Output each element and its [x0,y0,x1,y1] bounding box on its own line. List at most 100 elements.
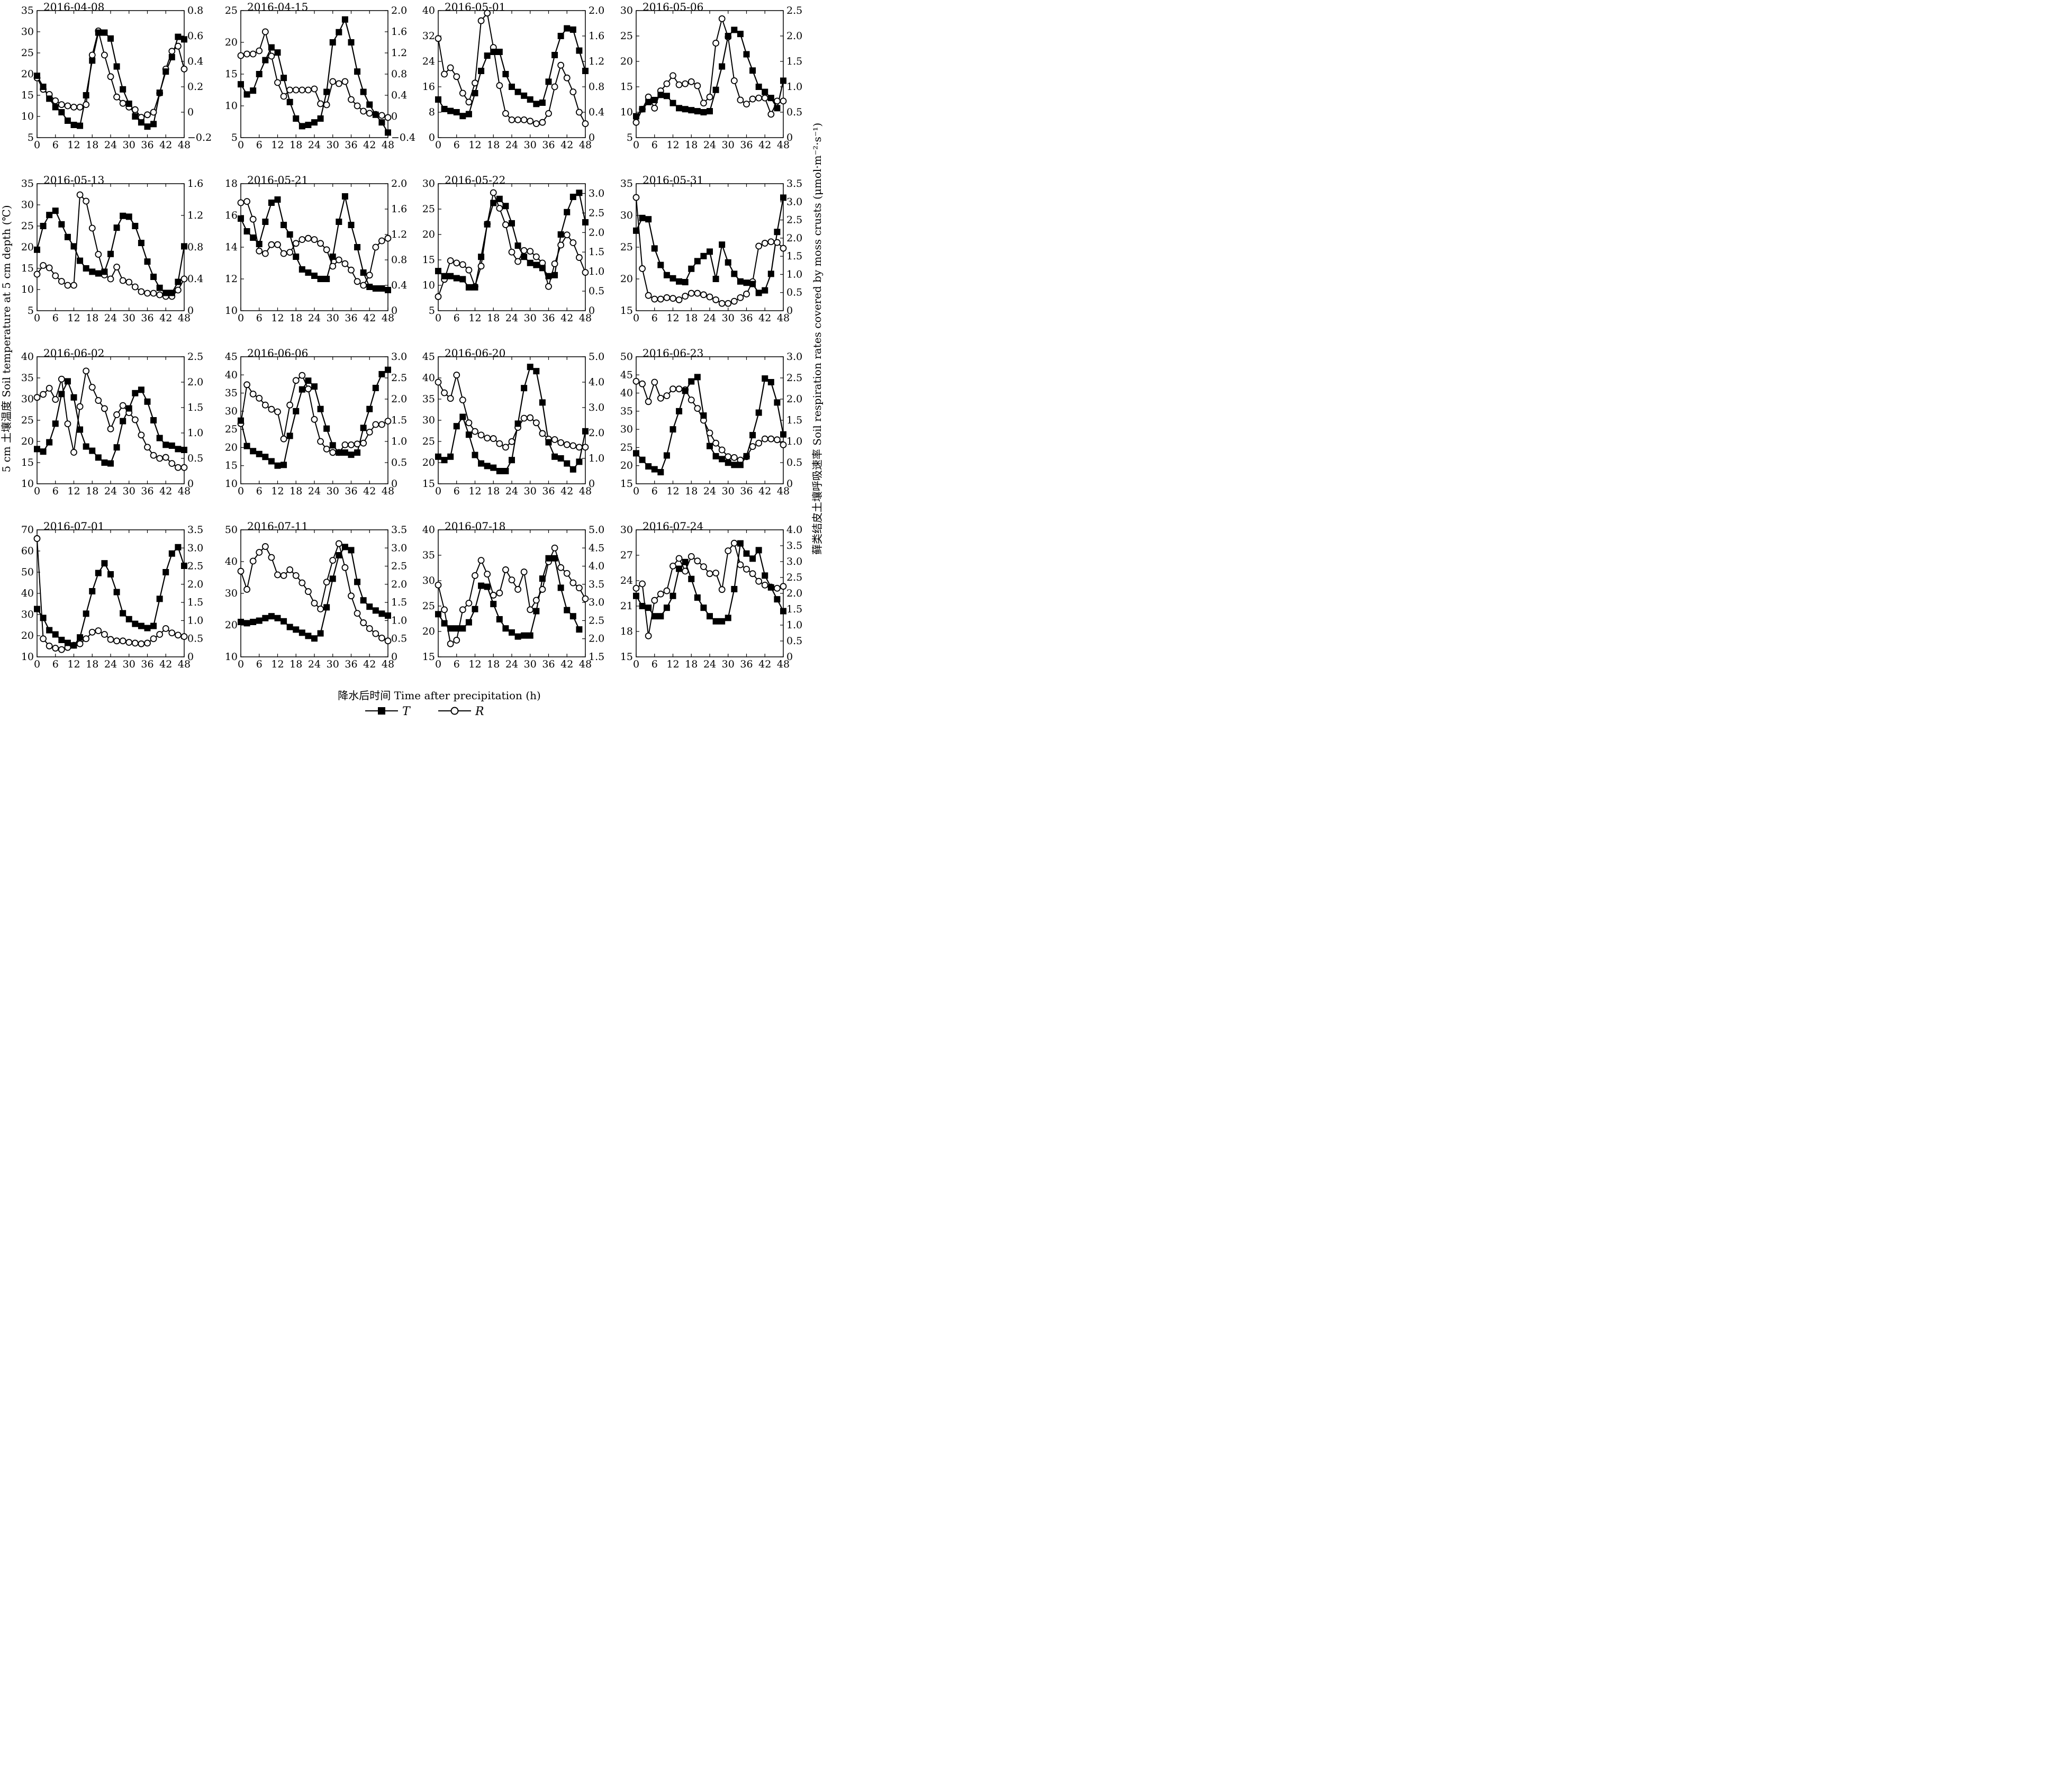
data-point-T [323,88,330,95]
chart-panel: 0 6 12 18 24 30 36 42 48510152025303500.40.81.21… [21,174,203,324]
data-point-R [435,581,442,589]
data-point-T [712,618,719,625]
x-tick-label: 24 [703,485,716,497]
y-left-tick-label: 30 [620,423,633,435]
data-point-T [731,462,738,468]
data-point-T [490,601,497,608]
data-point-R [761,240,768,247]
data-point-R [706,429,713,437]
y-right-tick-label: 0 [589,132,595,143]
data-point-R [305,385,312,393]
y-left-tick-label: 24 [620,575,633,586]
data-point-R [144,639,151,647]
y-right-tick-label: 2.5 [786,214,802,226]
data-point-R [663,587,671,594]
y-right-tick-label: 0.5 [391,457,407,468]
data-point-T [268,44,275,51]
legend: T R [365,705,484,716]
data-point-T [509,457,515,464]
data-point-T [569,193,576,200]
y-right-tick-label: 1.0 [589,453,604,464]
data-point-T [125,213,132,220]
data-point-T [83,265,89,272]
data-point-R [101,51,108,59]
data-point-T [749,555,756,562]
data-point-R [682,567,689,575]
data-point-R [472,572,478,579]
data-point-T [274,196,281,203]
data-point-T [144,625,151,631]
data-point-T [700,412,707,419]
x-tick-label: 0 [238,658,244,670]
data-point-R [256,395,263,402]
data-point-T [341,449,348,456]
y-left-tick-label: 35 [21,178,34,189]
y-left-tick-label: 15 [21,457,34,468]
data-point-T [484,52,491,59]
data-point-T [694,108,701,115]
x-axis-title: 降水后时间 Time after precipitation (h) [338,689,541,702]
data-point-T [366,405,373,412]
data-point-T [378,119,385,126]
y-right-tick-label: 2.0 [589,5,604,16]
data-point-T [657,261,664,268]
y-left-tick-label: 30 [21,26,34,38]
x-tick-label: 48 [382,139,394,151]
x-tick-label: 24 [505,485,518,497]
data-point-R [539,586,546,593]
y-left-tick-label: 35 [620,405,633,417]
x-tick-label: 48 [579,139,592,151]
x-tick-label: 42 [758,312,771,324]
y-right-tick-label: 2.5 [589,207,604,219]
data-point-T [70,122,77,128]
y-left-tick-label: 35 [225,387,238,399]
data-point-T [107,35,114,42]
y-right-tick-label: 1.5 [391,597,407,608]
data-point-T [329,442,336,449]
data-point-T [125,405,132,412]
y-right-tick-label: 3.0 [391,542,407,554]
y-left-tick-label: 10 [620,106,633,118]
y-right-tick-label: 4.5 [589,542,604,554]
data-point-R [712,40,719,47]
data-point-R [502,110,509,117]
x-tick-label: 30 [327,485,339,497]
data-point-T [669,426,676,433]
x-tick-label: 42 [363,312,376,324]
data-point-T [366,603,373,610]
y-right-tick-label: 1.5 [187,402,203,413]
data-point-R [532,120,540,128]
y-left-tick-label: 20 [620,273,633,285]
data-point-T [576,47,583,54]
y-right-tick-label: 1.2 [391,47,407,59]
data-point-T [484,463,491,469]
data-point-R [472,79,478,87]
data-point-T [156,284,163,291]
y-left-tick-label: 15 [422,478,435,490]
data-point-T [305,633,312,639]
data-point-R [576,444,583,451]
data-point-R [743,291,750,297]
data-point-T [168,443,175,449]
data-point-R [249,557,257,565]
data-point-T [175,278,182,285]
data-point-T [323,604,330,611]
data-point-R [682,80,689,87]
data-point-T [34,246,40,253]
data-point-T [533,261,540,268]
y-right-tick-label: 4.0 [786,524,802,536]
data-point-T [749,281,756,287]
x-tick-label: 0 [633,485,639,497]
data-point-R [508,116,515,123]
data-point-T [83,92,89,98]
x-tick-label: 24 [308,658,321,670]
data-point-T [490,49,497,55]
y-left-tick-label: 10 [21,651,34,663]
data-point-T [737,278,744,285]
data-point-R [441,70,448,78]
chart-panel: 0 6 12 18 24 30 36 42 48101520253035404500.51.01… [225,347,407,497]
data-point-T [663,272,670,278]
data-point-R [286,86,294,94]
data-point-R [675,81,683,88]
y-right-tick-label: 0 [187,305,194,317]
